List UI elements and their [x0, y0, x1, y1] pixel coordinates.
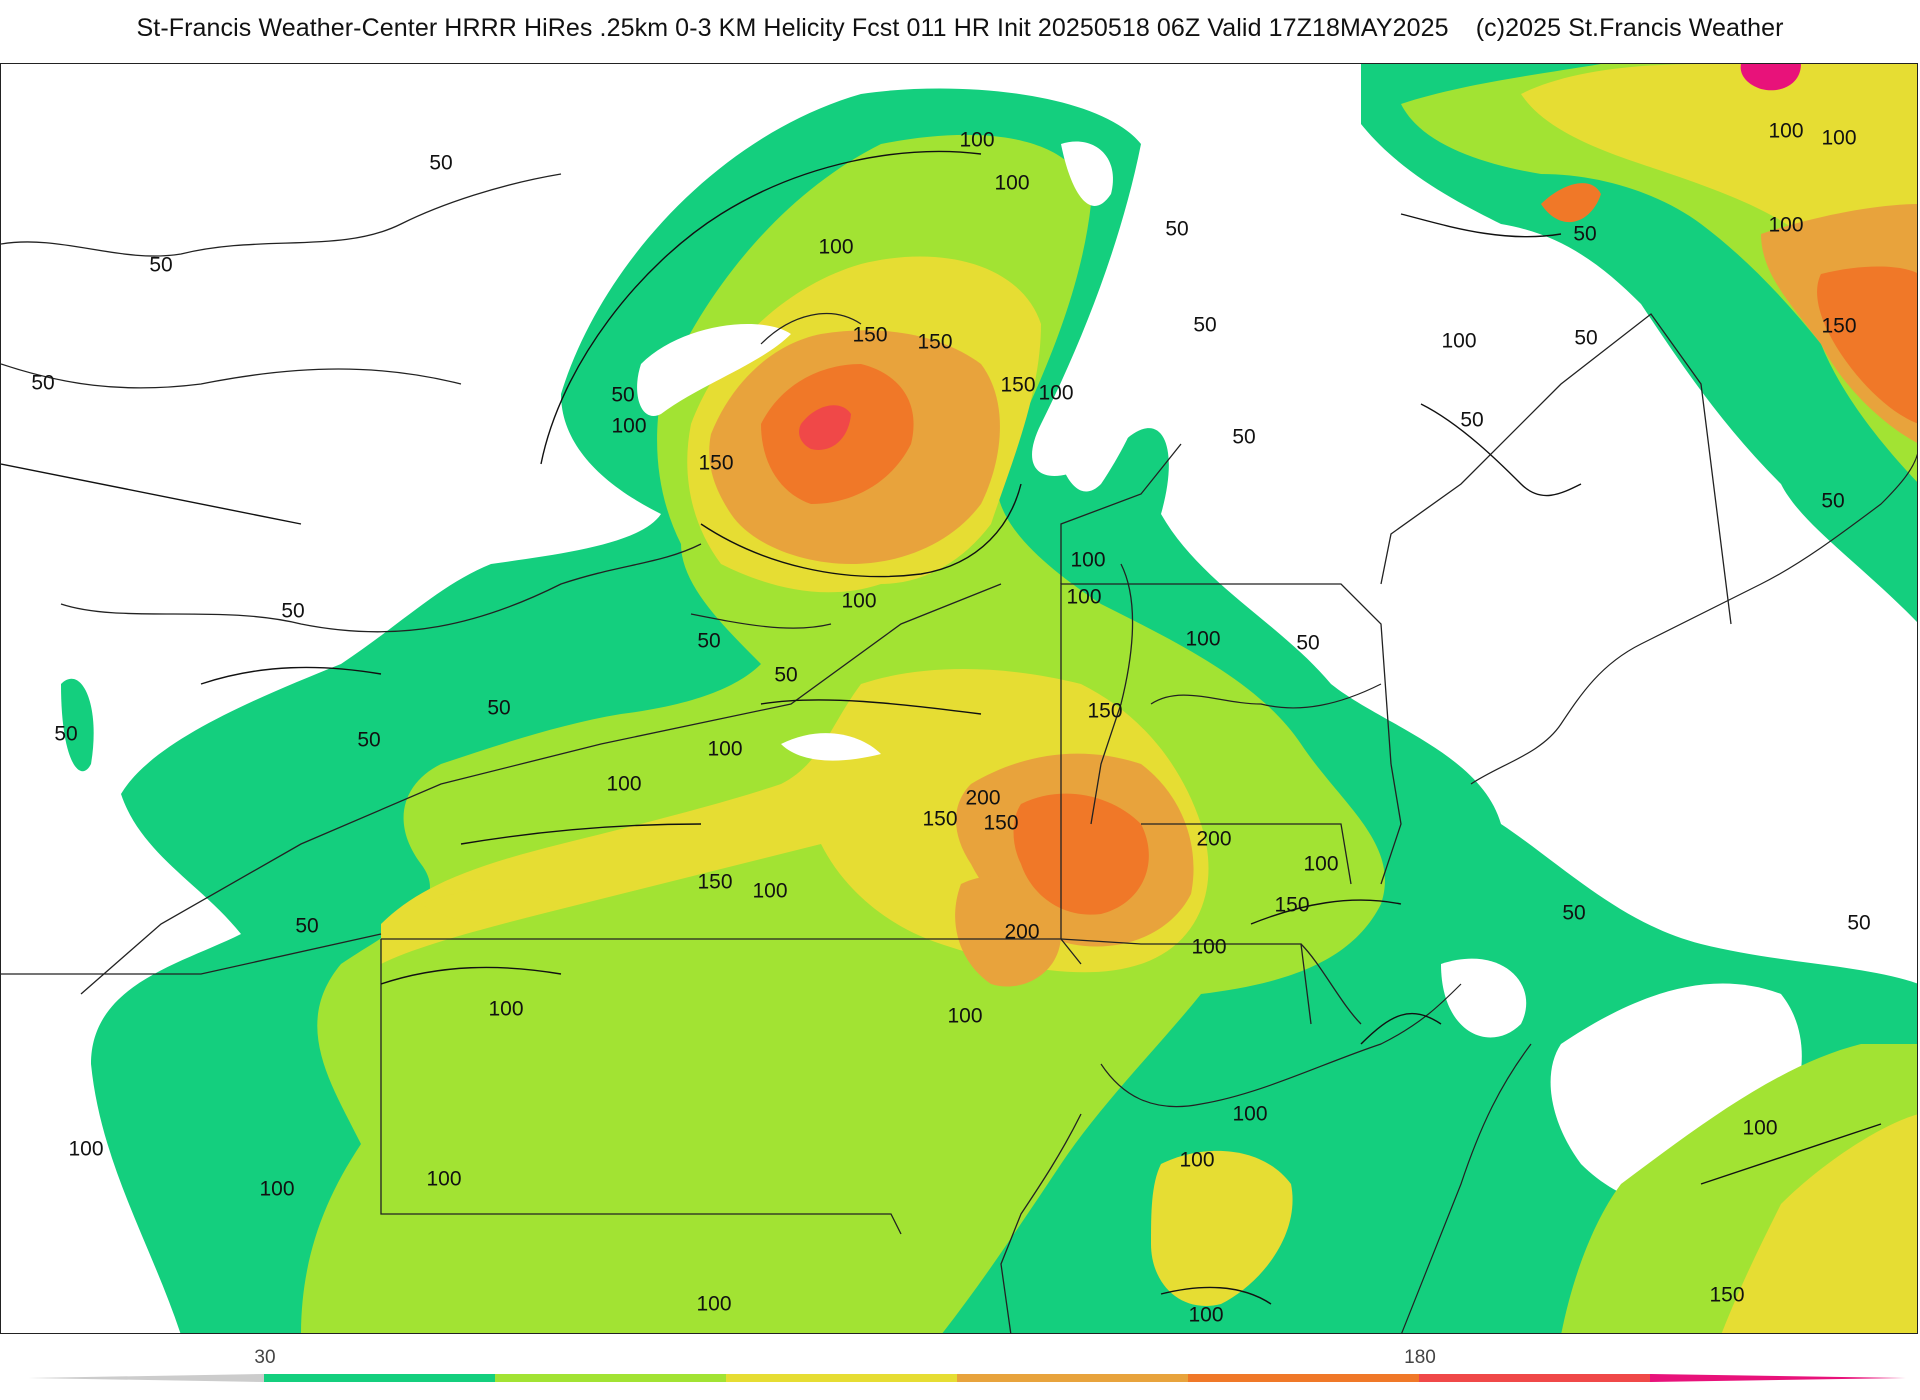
colorbar-bin-30 [264, 1374, 495, 1382]
contour-label-100: 100 [1768, 214, 1803, 237]
colorbar-tick-30: 30 [254, 1347, 276, 1368]
contour-label-100: 100 [611, 415, 646, 438]
contour-label-100: 100 [1821, 127, 1856, 150]
contour-label-50: 50 [1232, 426, 1255, 449]
contour-label-50: 50 [429, 152, 452, 175]
contour-label-50: 50 [1460, 409, 1483, 432]
helicity-contours [1, 150, 1882, 1305]
title-copyright: (c)2025 St.Francis Weather [1475, 14, 1784, 42]
contour-label-100: 100 [68, 1138, 103, 1161]
colorbar-under-arrow [28, 1374, 264, 1382]
contour-label-100: 100 [1191, 936, 1226, 959]
title-main: St-Francis Weather-Center HRRR HiRes .25… [136, 14, 1449, 42]
colorbar-bin-90 [726, 1374, 957, 1382]
helicity-field: 50 50 50 50 50 50 50 50 50 50 50 50 50 50 50 50 50 50 50 50… [1, 64, 1917, 1333]
contour-label-100: 100 [1070, 549, 1105, 572]
contour-label-100: 100 [1038, 382, 1073, 405]
contour-label-50: 50 [774, 664, 797, 687]
contour-label-100: 100 [1768, 120, 1803, 143]
contour-label-50: 50 [1574, 327, 1597, 350]
contour-label-100: 100 [818, 236, 853, 259]
contour-label-50: 50 [295, 915, 318, 938]
contour-label-150: 150 [1709, 1284, 1744, 1307]
contour-label-100: 100 [1066, 586, 1101, 609]
colorbar-bin-60 [495, 1374, 726, 1382]
contour-label-150: 150 [1274, 894, 1309, 917]
contour-label-50: 50 [487, 697, 510, 720]
contour-label-50: 50 [357, 729, 380, 752]
contour-label-50: 50 [31, 372, 54, 395]
helicity-map: 50 50 50 50 50 50 50 50 50 50 50 50 50 50 50 50 50 50 50 50… [0, 63, 1918, 1334]
contour-label-150: 150 [1087, 700, 1122, 723]
contour-label-50: 50 [1165, 218, 1188, 241]
contour-label-100: 100 [1441, 330, 1476, 353]
contour-label-50: 50 [1296, 632, 1319, 655]
colorbar-bin-180 [1419, 1374, 1650, 1382]
contour-label-150: 150 [697, 871, 732, 894]
contour-label-100: 100 [841, 590, 876, 613]
contour-label-50: 50 [611, 384, 634, 407]
contour-label-100: 100 [994, 172, 1029, 195]
contour-label-50: 50 [1193, 314, 1216, 337]
contour-label-50: 50 [1847, 912, 1870, 935]
contour-label-200: 200 [1004, 921, 1039, 944]
contour-label-150: 150 [917, 331, 952, 354]
contour-label-100: 100 [696, 1293, 731, 1316]
contour-label-100: 100 [1185, 628, 1220, 651]
contour-label-100: 100 [1188, 1304, 1223, 1327]
contour-label-100: 100 [1179, 1149, 1214, 1172]
contour-label-100: 100 [606, 773, 641, 796]
contour-label-50: 50 [54, 723, 77, 746]
contour-label-200: 200 [965, 787, 1000, 810]
contour-label-100: 100 [752, 880, 787, 903]
contour-label-200: 200 [1196, 828, 1231, 851]
colorbar-tick-180: 180 [1404, 1347, 1436, 1368]
contour-label-100: 100 [1742, 1117, 1777, 1140]
contour-label-100: 100 [488, 998, 523, 1021]
political-boundaries [1, 173, 1732, 1333]
contour-labels: 50 50 50 50 50 50 50 50 50 50 50 50 50 50 50 50 50 50 50 50… [31, 120, 1870, 1327]
colorbar-bin-120 [957, 1374, 1188, 1382]
contour-label-50: 50 [1573, 223, 1596, 246]
colorbar-over-arrow [1650, 1374, 1908, 1382]
contour-label-50: 50 [697, 630, 720, 653]
contour-label-50: 50 [1821, 490, 1844, 513]
contour-label-100: 100 [1232, 1103, 1267, 1126]
contour-label-50: 50 [281, 600, 304, 623]
contour-label-100: 100 [947, 1005, 982, 1028]
coastline [690, 313, 1917, 1333]
contour-label-100: 100 [707, 738, 742, 761]
map-title: St-Francis Weather-Center HRRR HiRes .25… [0, 14, 1920, 43]
contour-label-150: 150 [852, 324, 887, 347]
colorbar-bin-150 [1188, 1374, 1419, 1382]
contour-label-150: 150 [922, 808, 957, 831]
contour-label-100: 100 [959, 129, 994, 152]
contour-label-100: 100 [426, 1168, 461, 1191]
band-180 [799, 405, 851, 450]
contour-label-150: 150 [698, 452, 733, 475]
contour-label-100: 100 [259, 1178, 294, 1201]
contour-label-150: 150 [1821, 315, 1856, 338]
contour-label-50: 50 [1562, 902, 1585, 925]
band-210 [1740, 64, 1801, 91]
color-bar [28, 1374, 1908, 1382]
field-gaps [637, 141, 1154, 761]
contour-label-150: 150 [983, 812, 1018, 835]
contour-label-150: 150 [1000, 374, 1035, 397]
contour-label-50: 50 [149, 254, 172, 277]
contour-label-100: 100 [1303, 853, 1338, 876]
